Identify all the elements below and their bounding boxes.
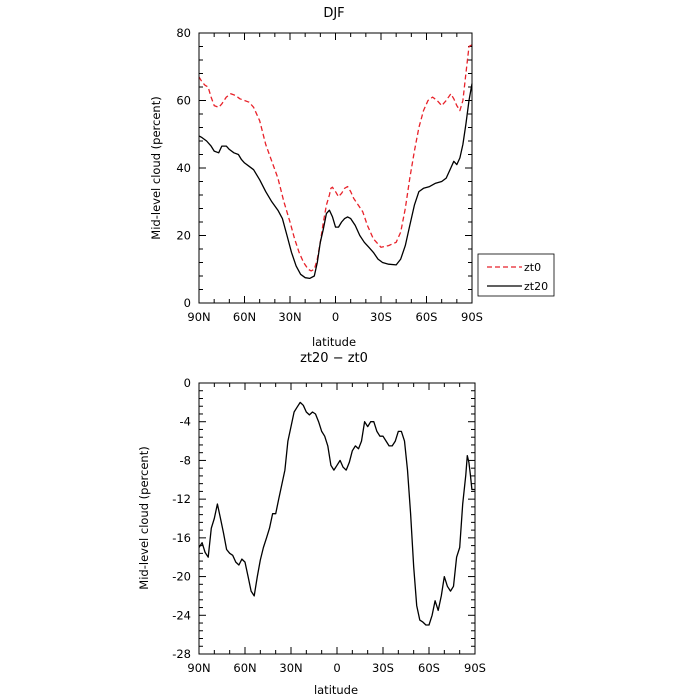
x-tick-label: 90N (187, 310, 210, 324)
y-tick-label: -4 (180, 415, 191, 429)
top-panel: DJF Mid-level cloud (percent) latitude 9… (149, 6, 555, 349)
y-tick-label: -8 (180, 453, 191, 467)
y-axis-label: Mid-level cloud (percent) (137, 446, 151, 589)
legend-box (477, 253, 555, 297)
x-tick-label: 60S (416, 310, 438, 324)
y-tick-label: 40 (176, 161, 191, 175)
y-tick-label: -12 (172, 492, 191, 506)
legend-label-zt20: zt20 (524, 280, 548, 293)
x-tick-label: 30N (278, 310, 301, 324)
y-tick-label: -24 (172, 608, 191, 622)
data-series (198, 401, 475, 626)
x-axis-label: latitude (314, 683, 358, 697)
y-tick-label: -20 (172, 570, 191, 584)
x-tick-label: 60N (233, 310, 256, 324)
x-tick-label: 90N (187, 661, 210, 675)
chart-title: DJF (323, 6, 344, 21)
x-tick-label: 30S (370, 310, 392, 324)
x-tick-label: 90S (464, 661, 486, 675)
x-tick-label: 90S (461, 310, 483, 324)
x-tick-label: 0 (332, 310, 339, 324)
x-tick-label: 30N (279, 661, 302, 675)
x-axis-label: latitude (312, 335, 356, 349)
y-tick-label: 80 (176, 26, 191, 40)
legend-label-zt0: zt0 (524, 261, 541, 274)
y-tick-label: 60 (176, 94, 191, 108)
bottom-panel: zt20 − zt0 Mid-level cloud (percent) lat… (137, 351, 486, 697)
series-line-zt20 (198, 83, 473, 280)
series-line-zt0 (198, 44, 473, 272)
series-line-1 (198, 401, 475, 626)
axis-ticks (198, 32, 473, 304)
tick-labels: 90N 60N 30N 0 30S 60S 90S 0 -4 -8 -12 -16 -20 -24 -28 (172, 376, 486, 675)
chart-title: zt20 − zt0 (300, 351, 368, 366)
plot-frame (198, 32, 473, 304)
x-tick-label: 60N (233, 661, 256, 675)
x-tick-label: 30S (372, 661, 394, 675)
y-tick-label: -28 (172, 647, 191, 661)
x-tick-label: 0 (333, 661, 340, 675)
y-tick-label: 0 (184, 376, 191, 390)
y-tick-label: 0 (184, 296, 191, 310)
axis-ticks (198, 382, 476, 655)
tick-labels: 90N 60N 30N 0 30S 60S 90S 0 20 40 60 80 (176, 26, 483, 324)
y-tick-label: 20 (176, 229, 191, 243)
data-series (198, 44, 473, 280)
legend: zt0 zt20 (477, 253, 555, 297)
x-tick-label: 60S (418, 661, 440, 675)
y-tick-label: -16 (172, 531, 191, 545)
y-axis-label: Mid-level cloud (percent) (149, 96, 163, 239)
plot-frame (198, 382, 476, 655)
